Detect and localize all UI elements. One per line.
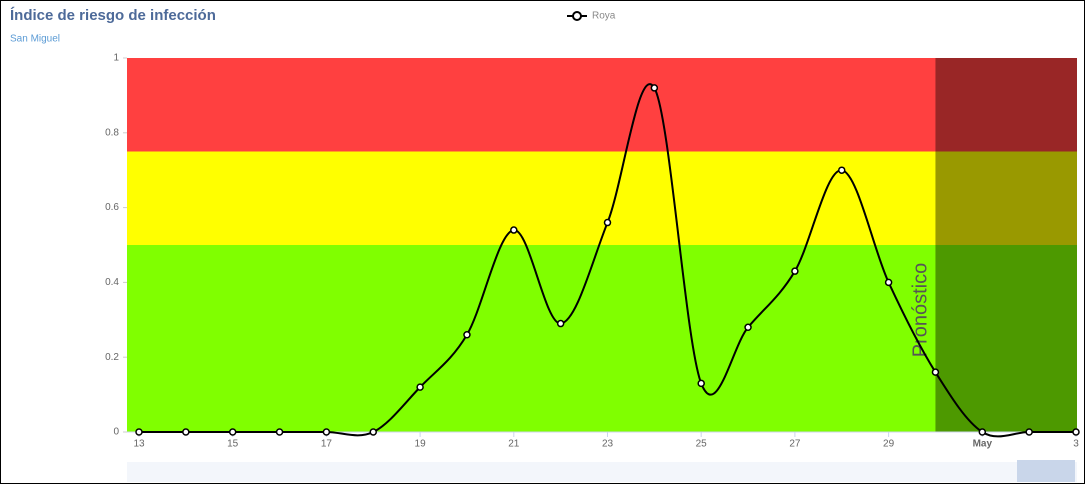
point-marker [369, 428, 377, 436]
x-tick-label: 23 [602, 439, 614, 450]
x-tick-label: 3 [1073, 439, 1079, 450]
y-tick-label: 0.4 [105, 277, 119, 288]
point-marker [510, 226, 518, 234]
point-marker [1072, 428, 1080, 436]
point-marker [744, 323, 752, 332]
x-tick-label: 19 [415, 439, 427, 450]
plot-band [127, 151, 1077, 245]
point-marker [931, 368, 940, 376]
y-tick-label: 0 [113, 427, 119, 438]
forecast-band [935, 58, 1077, 432]
point-marker [791, 267, 799, 275]
y-tick-label: 0.6 [105, 202, 119, 213]
navigator [127, 462, 1077, 482]
point-marker [556, 319, 565, 328]
chart-subtitle: San Miguel [10, 34, 60, 45]
plot-band [127, 58, 1077, 152]
x-tick-label: 25 [696, 439, 708, 450]
point-marker [182, 428, 190, 436]
point-marker [838, 166, 846, 174]
point-marker [603, 218, 612, 227]
x-tick-label: 27 [789, 439, 801, 450]
point-marker [322, 428, 331, 436]
legend-label: Roya [592, 11, 616, 22]
point-marker [463, 331, 471, 339]
x-tick-label: 29 [883, 439, 895, 450]
point-marker [697, 379, 705, 388]
point-marker [416, 383, 424, 391]
y-tick-label: 1 [113, 53, 119, 64]
x-tick-label: 21 [508, 439, 520, 450]
point-marker [275, 428, 284, 436]
point-marker [978, 428, 987, 436]
point-marker [650, 84, 659, 92]
x-tick-label: 17 [321, 439, 333, 450]
point-marker [1025, 428, 1033, 436]
y-tick-label: 0.2 [105, 352, 119, 363]
forecast-label: Pronóstico [910, 263, 932, 358]
chart-title: Índice de riesgo de infección [10, 7, 216, 24]
point-marker [884, 278, 893, 287]
plot-band [127, 245, 1077, 432]
point-marker [228, 428, 237, 436]
x-tick-label: May [973, 439, 993, 450]
y-tick-label: 0.8 [105, 127, 119, 138]
x-tick-label: 15 [227, 439, 239, 450]
legend-marker [572, 11, 582, 21]
x-tick-label: 13 [133, 439, 145, 450]
navigator-handle[interactable] [1017, 460, 1075, 482]
point-marker [135, 428, 143, 436]
